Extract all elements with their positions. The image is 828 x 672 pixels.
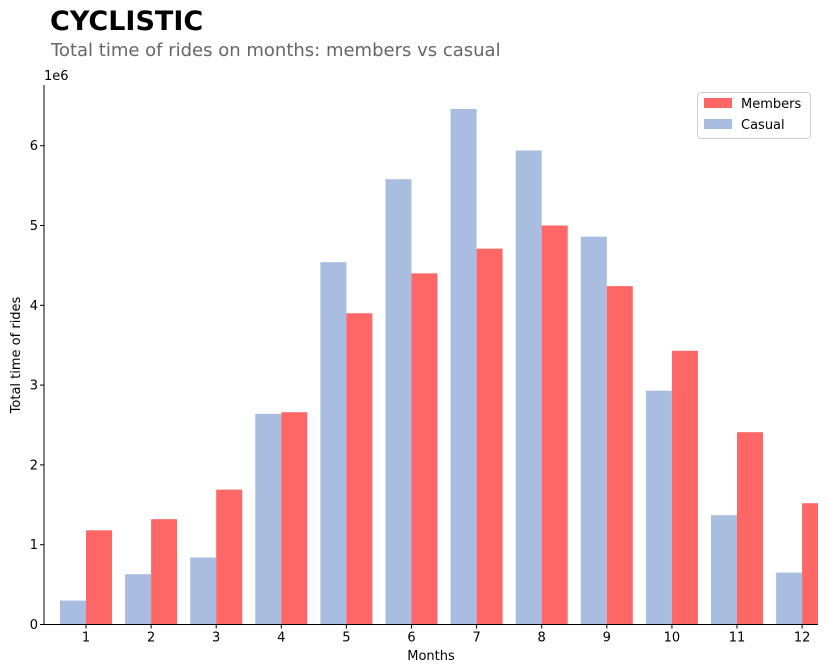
y-tick-label: 1 [30, 538, 38, 553]
x-tick-label: 4 [277, 631, 285, 646]
bar-casual-month-11 [711, 515, 737, 625]
bar-casual-month-4 [255, 413, 282, 625]
x-tick-label: 6 [407, 631, 415, 646]
x-tick-label: 9 [603, 631, 611, 646]
y-tick-label: 3 [30, 379, 38, 394]
chart-title: CYCLISTIC [50, 6, 204, 37]
bar-casual-month-7 [450, 108, 477, 625]
x-tick-label: 8 [538, 631, 546, 646]
x-tick-label: 11 [729, 631, 746, 646]
chart-subtitle: Total time of rides on months: members v… [51, 40, 501, 61]
bar-casual-month-5 [320, 262, 347, 625]
y-tick-label: 2 [30, 458, 38, 473]
x-tick-label: 3 [212, 631, 220, 646]
bar-members-month-4 [281, 412, 308, 625]
y-axis-label: Total time of rides [9, 296, 24, 414]
x-tick-label: 10 [664, 631, 681, 646]
bar-members-month-6 [411, 273, 438, 625]
y-tick-label: 4 [30, 299, 38, 314]
bar-members-month-1 [86, 530, 112, 625]
bar-casual-month-9 [580, 236, 607, 625]
bar-casual-month-10 [645, 390, 672, 625]
legend-swatch-casual [704, 119, 732, 129]
bars-group [60, 108, 818, 625]
bar-members-month-2 [151, 519, 178, 625]
y-tick-label: 5 [30, 219, 38, 234]
bar-members-month-12 [802, 503, 818, 625]
x-tick-label: 1 [82, 631, 90, 646]
legend: Members Casual [697, 92, 811, 139]
x-axis-label: Months [407, 649, 455, 664]
bar-casual-month-6 [385, 179, 412, 625]
bar-members-month-9 [606, 286, 633, 625]
bar-casual-month-12 [776, 572, 803, 625]
bar-members-month-10 [671, 350, 698, 625]
y-offset-label: 1e6 [44, 69, 69, 84]
bar-members-month-7 [476, 248, 503, 625]
bar-casual-month-3 [190, 557, 217, 625]
legend-label-casual: Casual [741, 118, 785, 133]
bar-casual-month-2 [125, 574, 152, 625]
legend-swatch-members [704, 98, 732, 108]
bar-members-month-8 [541, 225, 568, 625]
x-tick-label: 5 [342, 631, 350, 646]
bar-casual-month-1 [60, 600, 86, 625]
bar-members-month-11 [737, 432, 763, 625]
x-tick-label: 12 [794, 631, 811, 646]
bar-casual-month-8 [515, 150, 542, 625]
bar-members-month-5 [346, 313, 373, 625]
y-tick-label: 0 [30, 618, 38, 633]
bar-members-month-3 [216, 489, 243, 625]
y-tick-label: 6 [30, 139, 38, 154]
x-tick-label: 7 [472, 631, 480, 646]
legend-label-members: Members [741, 97, 801, 112]
x-tick-label: 2 [147, 631, 155, 646]
